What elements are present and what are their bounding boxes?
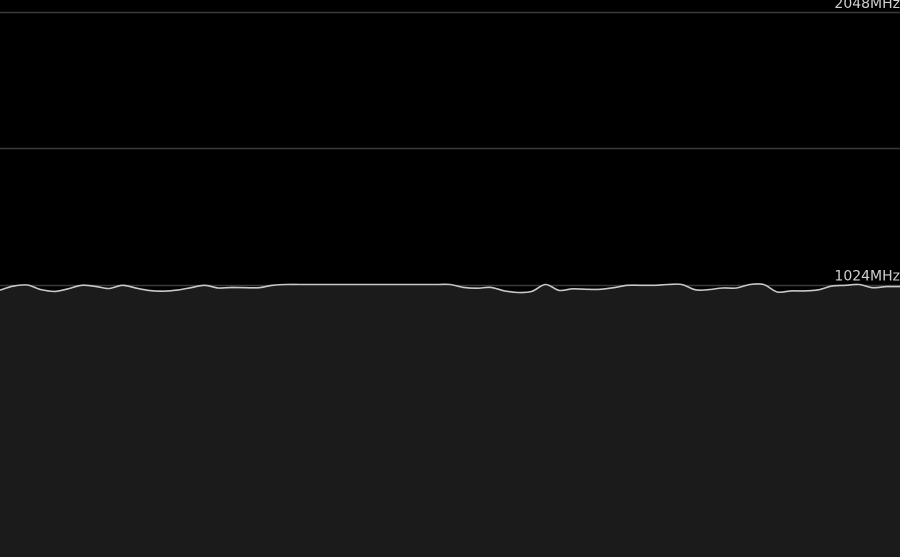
y-tick-label-1024: 1024MHz xyxy=(834,269,900,285)
series-line xyxy=(0,283,900,294)
y-tick-labels: 2048MHz 1024MHz xyxy=(834,0,900,285)
y-tick-label-2048: 2048MHz xyxy=(834,0,900,12)
series-area xyxy=(0,283,900,557)
